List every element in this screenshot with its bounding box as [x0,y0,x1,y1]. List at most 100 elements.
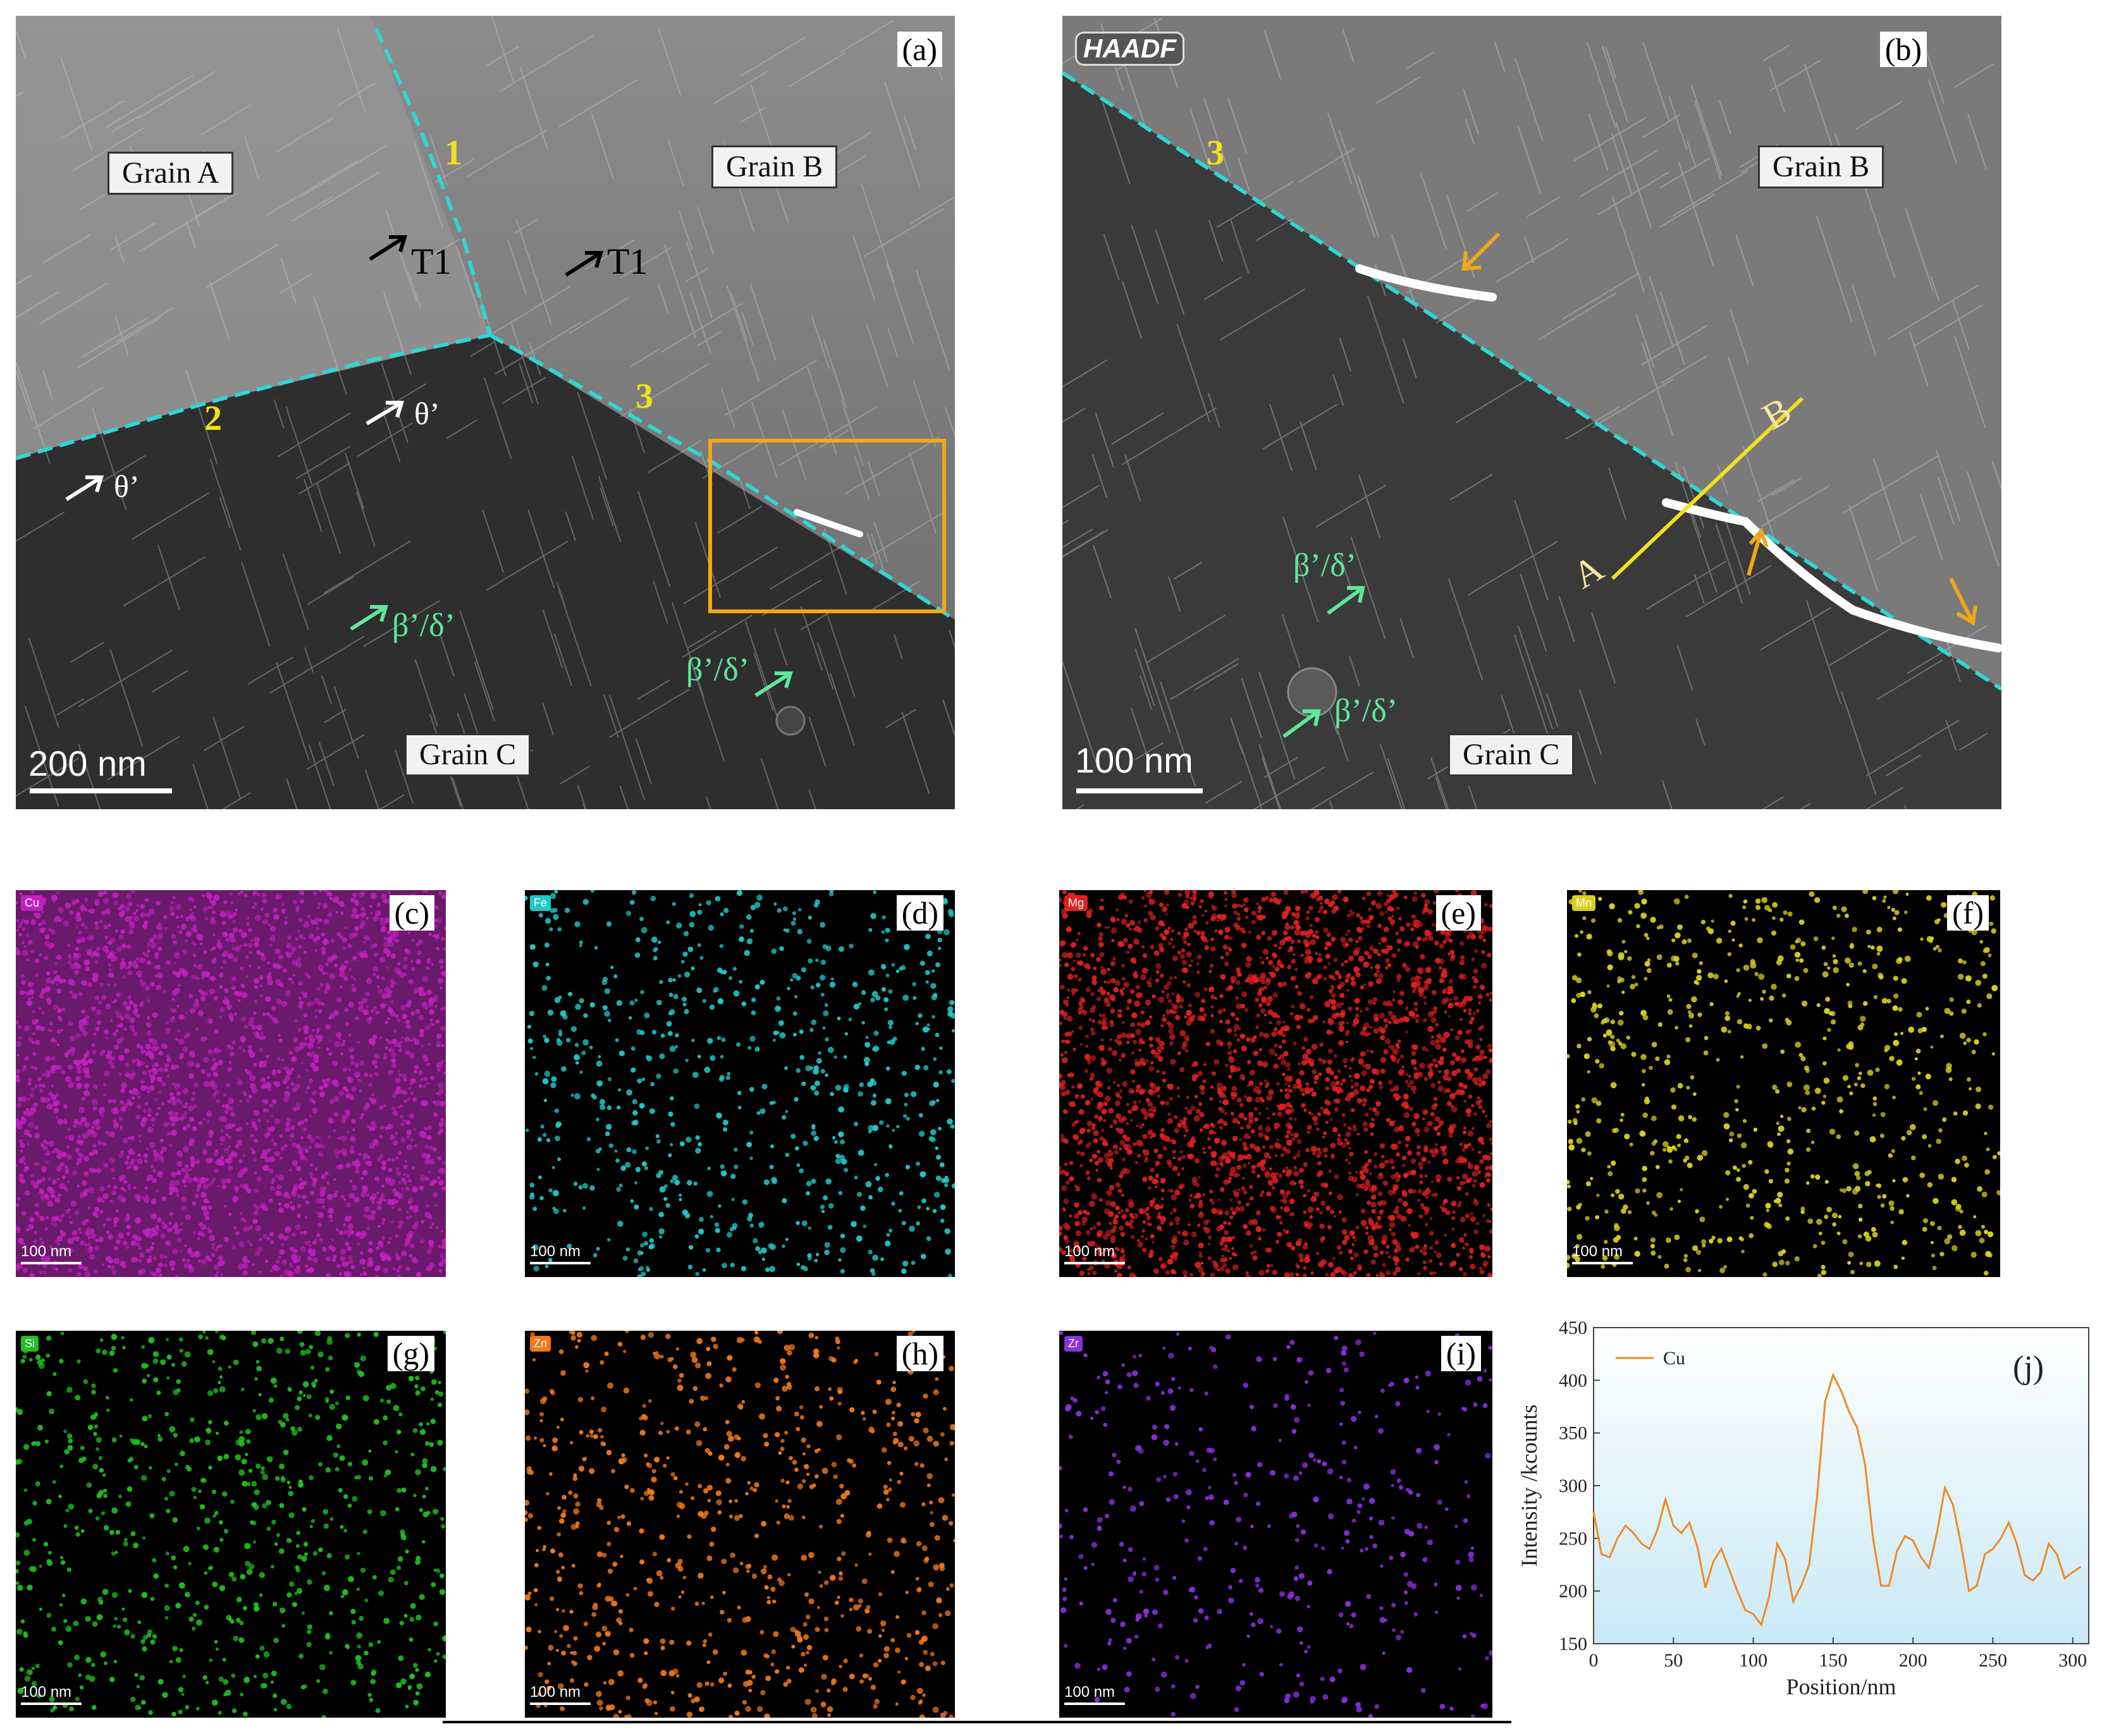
eds-signal-dot [905,1164,911,1170]
eds-signal-dot [340,1256,346,1262]
eds-signal-dot [1122,1254,1126,1257]
precipitate-streak [452,777,464,809]
eds-signal-dot [367,1247,374,1254]
eds-signal-dot [1355,1192,1359,1197]
eds-signal-dot [582,898,589,905]
eds-signal-dot [241,992,248,999]
eds-signal-dot [214,1248,218,1252]
eds-signal-dot [421,1219,425,1224]
eds-signal-dot [400,1104,403,1108]
precipitate-streak [716,506,763,534]
eds-signal-dot [1374,1110,1380,1116]
eds-signal-dot [211,958,217,964]
eds-signal-dot [1336,1002,1342,1008]
eds-signal-dot [1227,1051,1232,1056]
precipitate-streak [658,29,682,96]
eds-signal-dot [94,1206,100,1212]
eds-signal-dot [1167,926,1171,930]
eds-signal-dot [777,908,782,913]
eds-signal-dot [171,998,175,1001]
eds-signal-dot [814,958,819,962]
precipitate-streak [553,633,573,687]
eds-signal-dot [274,1266,281,1272]
eds-signal-dot [228,1154,233,1159]
eds-signal-dot [629,1016,632,1020]
precipitate-streak [1913,303,1984,347]
precipitate-streak [1170,657,1240,700]
eds-signal-dot [357,1079,362,1083]
eds-signal-dot [715,896,721,902]
eds-signal-dot [18,1036,22,1040]
eds-signal-dot [1114,1269,1118,1273]
eds-signal-dot [271,1178,276,1182]
eds-signal-dot [186,1123,191,1128]
precipitate-streak [1134,742,1164,761]
eds-signal-dot [290,1082,295,1087]
eds-signal-dot [206,1140,212,1147]
eds-signal-dot [295,1103,301,1109]
eds-signal-dot [68,978,74,985]
eds-signal-dot [359,1060,365,1066]
eds-signal-dot [318,1009,323,1014]
eds-signal-dot [28,1122,34,1128]
eds-signal-dot [119,1072,123,1076]
eds-signal-dot [1127,998,1132,1004]
eds-signal-dot [312,1101,316,1104]
eds-signal-dot [31,890,35,894]
eds-signal-dot [348,1001,354,1008]
eds-signal-dot [1389,1221,1396,1228]
eds-signal-dot [51,980,55,985]
eds-signal-dot [352,955,357,961]
eds-signal-dot [1309,995,1314,999]
eds-signal-dot [207,1257,212,1262]
eds-signal-dot [83,959,90,966]
eds-signal-dot [379,1197,384,1202]
eds-signal-dot [1313,1015,1318,1020]
map-scale-bar [21,1262,82,1264]
eds-signal-dot [1260,1190,1265,1194]
precipitate-streak [1855,101,1903,130]
precipitate-streak [114,236,125,263]
eds-signal-dot [343,1223,347,1226]
eds-signal-dot [185,916,190,922]
eds-signal-dot [363,1214,367,1218]
eds-signal-dot [1380,1068,1386,1074]
panel-a-graphics [16,16,955,809]
eds-signal-dot [81,980,87,986]
map-scale: 100 nm [530,1243,591,1264]
eds-signal-dot [188,1266,195,1273]
eds-signal-dot [529,1182,535,1188]
precipitate-streak [321,675,333,705]
eds-signal-dot [799,1029,804,1034]
eds-signal-dot [886,1233,890,1237]
precipitate-streak [1661,779,1673,809]
eds-signal-dot [915,1022,919,1025]
eds-signal-dot [54,1099,60,1106]
eds-signal-dot [935,1032,940,1037]
eds-signal-dot [379,1252,386,1258]
eds-signal-dot [392,1268,396,1271]
eds-signal-dot [1195,1192,1201,1199]
eds-signal-dot [1461,1173,1468,1180]
eds-signal-dot [1140,1010,1145,1015]
precipitate-streak [740,37,806,77]
precipitate-streak [285,406,313,485]
eds-signal-dot [439,965,444,969]
eds-signal-dot [45,1216,49,1220]
eds-signal-dot [282,1079,288,1084]
eds-signal-dot [384,917,390,924]
eds-signal-dot [27,1082,32,1086]
eds-signal-dot [410,960,414,963]
eds-signal-dot [110,974,114,977]
eds-signal-dot [118,907,122,911]
precipitate-streak [741,312,754,346]
eds-signal-dot [154,951,159,957]
eds-signal-dot [403,1099,407,1103]
eds-signal-dot [58,1218,62,1222]
eds-signal-dot [570,1093,574,1097]
eds-signal-dot [863,1224,867,1228]
eds-signal-dot [278,1233,285,1240]
precipitate-streak [1455,377,1532,424]
eds-signal-dot [276,999,282,1005]
eds-signal-dot [1121,963,1126,968]
